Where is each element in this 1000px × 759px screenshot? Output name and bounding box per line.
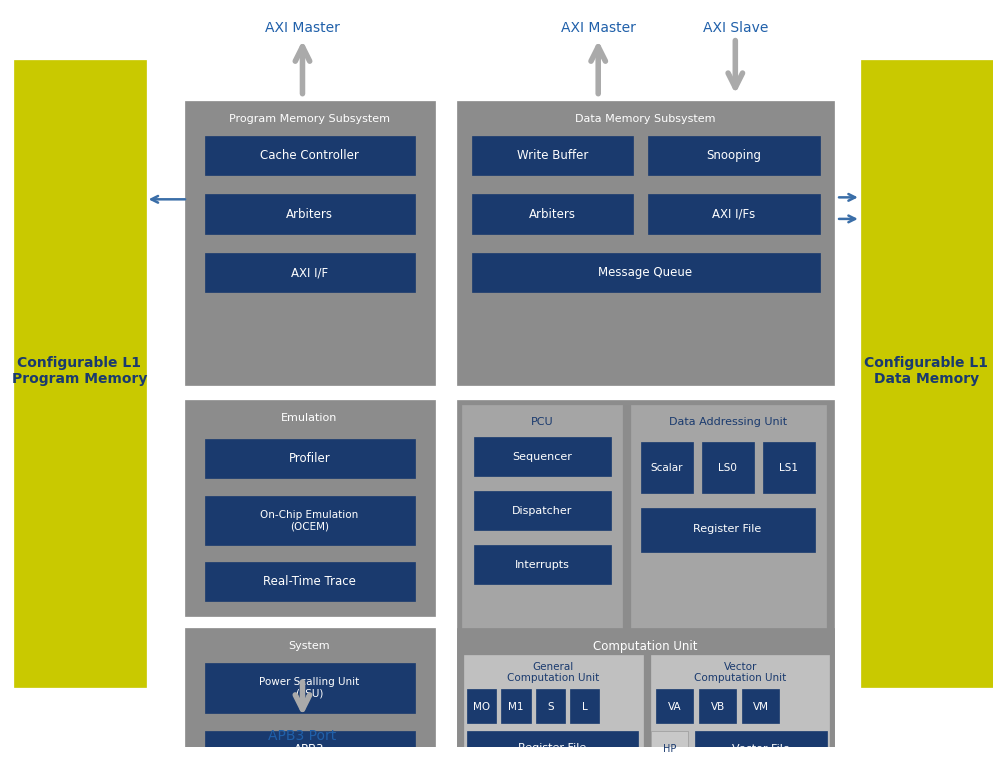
Bar [742, 689, 779, 723]
Text: Snooping: Snooping [706, 149, 761, 162]
Text: AXI I/F: AXI I/F [291, 266, 328, 279]
Text: Interrupts: Interrupts [515, 559, 570, 569]
Bar [501, 689, 531, 723]
Bar [205, 194, 415, 234]
Bar [474, 437, 611, 477]
Bar [656, 689, 693, 723]
Bar [472, 136, 633, 175]
Text: General
Computation Unit: General Computation Unit [507, 662, 599, 683]
Text: Message Queue: Message Queue [598, 266, 692, 279]
Bar [185, 400, 435, 616]
Text: S: S [547, 701, 554, 712]
Bar [467, 731, 638, 759]
Text: VA: VA [668, 701, 681, 712]
Text: AXI Slave: AXI Slave [703, 21, 768, 35]
Bar [695, 731, 827, 759]
Text: Cache Controller: Cache Controller [260, 149, 359, 162]
Bar [702, 442, 754, 493]
Bar [699, 689, 736, 723]
Bar [648, 194, 820, 234]
Text: Arbiters: Arbiters [529, 207, 576, 221]
Bar [648, 136, 820, 175]
Bar [641, 442, 693, 493]
Text: Data Memory Subsystem: Data Memory Subsystem [575, 114, 715, 124]
Text: Sequencer: Sequencer [512, 452, 572, 462]
Text: VM: VM [753, 701, 769, 712]
Text: Register File: Register File [693, 524, 762, 534]
Bar [205, 663, 415, 713]
Bar [205, 136, 415, 175]
Text: VB: VB [711, 701, 725, 712]
Text: HP: HP [663, 744, 676, 754]
Text: MO: MO [473, 701, 490, 712]
Bar [14, 60, 146, 687]
Text: Data Addressing Unit: Data Addressing Unit [669, 417, 788, 427]
Bar [474, 545, 611, 584]
Text: Dispatcher: Dispatcher [512, 505, 573, 515]
Text: APB3 Port: APB3 Port [268, 729, 337, 743]
Bar [205, 439, 415, 478]
Text: PCU: PCU [531, 417, 554, 427]
Text: AXI I/Fs: AXI I/Fs [712, 207, 755, 221]
Text: Arbiters: Arbiters [286, 207, 333, 221]
Text: Vector
Computation Unit: Vector Computation Unit [694, 662, 786, 683]
Bar [472, 254, 820, 292]
Bar [641, 508, 815, 552]
Bar [205, 254, 415, 292]
Text: Real-Time Trace: Real-Time Trace [263, 575, 356, 587]
Text: AXI Master: AXI Master [265, 21, 340, 35]
Text: Configurable L1
Program Memory: Configurable L1 Program Memory [12, 355, 147, 386]
Bar [631, 405, 826, 635]
Text: Write Buffer: Write Buffer [517, 149, 588, 162]
Bar [457, 628, 834, 759]
Text: APB3: APB3 [294, 743, 325, 756]
Text: System: System [289, 641, 330, 651]
Bar [205, 731, 415, 759]
Text: Emulation: Emulation [281, 413, 338, 423]
Text: Configurable L1
Data Memory: Configurable L1 Data Memory [864, 355, 988, 386]
Text: Register File: Register File [518, 743, 586, 753]
Bar [474, 491, 611, 531]
Text: Scalar: Scalar [651, 463, 683, 473]
Text: Profiler: Profiler [288, 452, 330, 465]
Bar [185, 628, 435, 759]
Bar [185, 102, 435, 386]
Bar [464, 655, 643, 759]
Bar [457, 102, 834, 386]
Bar [861, 60, 993, 687]
Text: Vector File: Vector File [732, 744, 790, 754]
Text: L: L [582, 701, 587, 712]
Bar [457, 400, 834, 759]
Bar [651, 731, 688, 759]
Bar [651, 655, 829, 759]
Bar [536, 689, 565, 723]
Text: LS0: LS0 [718, 463, 737, 473]
Text: Power Scalling Unit
(PSU): Power Scalling Unit (PSU) [259, 677, 359, 699]
Text: Program Memory Subsystem: Program Memory Subsystem [229, 114, 390, 124]
Text: LS1: LS1 [779, 463, 798, 473]
Bar [763, 442, 815, 493]
Text: M1: M1 [508, 701, 524, 712]
Text: Computation Unit: Computation Unit [593, 641, 697, 653]
Text: AXI Master: AXI Master [561, 21, 636, 35]
Bar [205, 562, 415, 601]
Bar [462, 405, 622, 635]
Bar [570, 689, 599, 723]
Text: On-Chip Emulation
(OCEM): On-Chip Emulation (OCEM) [260, 510, 358, 531]
Bar [467, 689, 496, 723]
Bar [472, 194, 633, 234]
Bar [205, 496, 415, 545]
